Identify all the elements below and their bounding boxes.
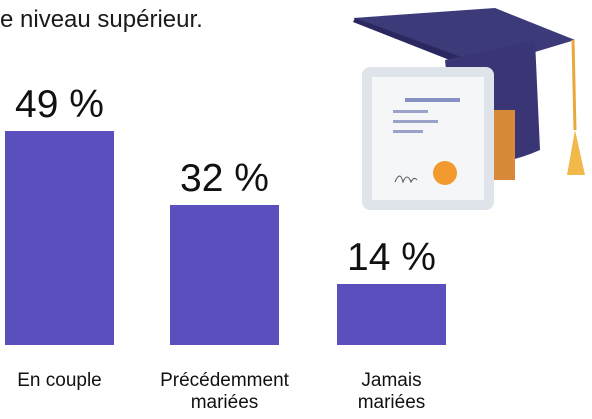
x-tick-label: Jamais mariées: [327, 370, 456, 414]
diploma: [372, 77, 484, 200]
chart: e niveau supérieur. 49 % En couple 32 % Pré…: [0, 0, 592, 419]
bar: [337, 284, 446, 345]
diploma-line: [393, 120, 438, 123]
bar: [5, 131, 114, 345]
x-tick-label: En couple: [0, 370, 124, 392]
value-label: 49 %: [0, 83, 134, 127]
chart-title: e niveau supérieur.: [0, 6, 203, 34]
tassel-cord: [573, 40, 575, 130]
value-label: 14 %: [317, 236, 466, 280]
tassel: [567, 130, 585, 175]
seal: [433, 161, 457, 185]
value-label: 32 %: [150, 157, 299, 201]
diploma-line: [393, 110, 428, 113]
x-tick-label: Précédemment mariées: [160, 370, 289, 414]
illustration: [345, 0, 592, 220]
bar: [170, 205, 279, 345]
diploma-line: [405, 98, 460, 102]
diploma-line: [393, 130, 423, 133]
